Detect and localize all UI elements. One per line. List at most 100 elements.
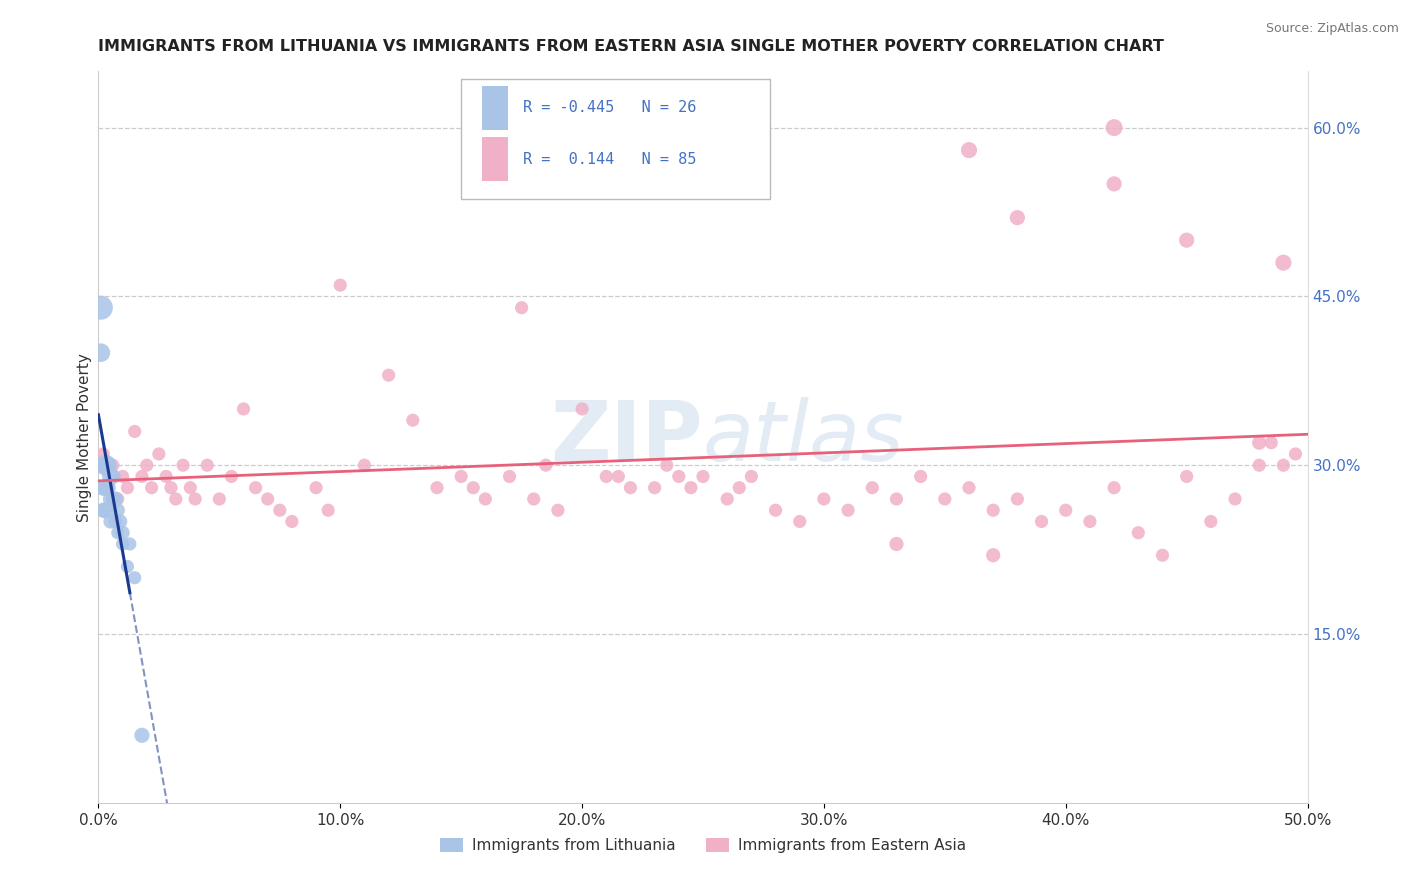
Point — [91, 458, 114, 473]
Point — [135, 458, 157, 473]
Point — [100, 469, 122, 483]
Point — [117, 481, 139, 495]
Point — [221, 469, 243, 483]
Point — [1078, 515, 1101, 529]
Point — [97, 481, 120, 495]
Point — [377, 368, 399, 383]
Point — [269, 503, 291, 517]
Point — [91, 447, 114, 461]
Point — [141, 481, 163, 495]
Point — [1223, 491, 1246, 506]
Point — [957, 481, 980, 495]
Point — [97, 458, 120, 473]
FancyBboxPatch shape — [461, 78, 769, 200]
Point — [104, 491, 127, 506]
Point — [1249, 435, 1271, 450]
Point — [91, 481, 114, 495]
Text: R = -0.445   N = 26: R = -0.445 N = 26 — [523, 101, 696, 115]
Point — [148, 447, 170, 461]
Point — [91, 503, 114, 517]
Point — [124, 571, 146, 585]
Point — [94, 503, 117, 517]
Point — [160, 481, 183, 495]
Point — [1272, 255, 1295, 269]
Point — [232, 401, 254, 416]
Point — [510, 301, 533, 315]
Point — [1007, 211, 1029, 225]
Point — [100, 491, 122, 506]
Point — [547, 503, 569, 517]
Point — [281, 515, 304, 529]
Point — [195, 458, 218, 473]
Point — [534, 458, 557, 473]
Point — [474, 491, 496, 506]
Point — [981, 503, 1004, 517]
Point — [1152, 548, 1174, 562]
Point — [1102, 177, 1125, 191]
Point — [107, 525, 129, 540]
Point — [179, 481, 201, 495]
Point — [910, 469, 932, 483]
Point — [934, 491, 956, 506]
Point — [208, 491, 231, 506]
Point — [94, 458, 117, 473]
Point — [837, 503, 859, 517]
Point — [1199, 515, 1222, 529]
Point — [165, 491, 187, 506]
Point — [740, 469, 762, 483]
Point — [1007, 491, 1029, 506]
Point — [94, 481, 117, 495]
Text: IMMIGRANTS FROM LITHUANIA VS IMMIGRANTS FROM EASTERN ASIA SINGLE MOTHER POVERTY : IMMIGRANTS FROM LITHUANIA VS IMMIGRANTS … — [98, 38, 1164, 54]
Point — [111, 537, 134, 551]
Point — [97, 481, 120, 495]
Point — [523, 491, 546, 506]
Point — [107, 503, 129, 517]
Point — [124, 425, 146, 439]
Point — [1128, 525, 1150, 540]
Point — [607, 469, 630, 483]
Point — [1249, 458, 1271, 473]
Point — [305, 481, 328, 495]
Point — [1272, 458, 1295, 473]
Point — [463, 481, 485, 495]
Point — [860, 481, 883, 495]
Point — [1031, 515, 1053, 529]
Point — [571, 401, 593, 416]
Point — [679, 481, 702, 495]
Point — [90, 345, 112, 359]
Point — [100, 515, 122, 529]
Bar — [482, 137, 509, 181]
Y-axis label: Single Mother Poverty: Single Mother Poverty — [77, 352, 91, 522]
Point — [111, 525, 134, 540]
Bar — [482, 86, 509, 130]
Point — [716, 491, 738, 506]
Point — [117, 559, 139, 574]
Point — [101, 491, 124, 506]
Point — [655, 458, 678, 473]
Point — [1175, 469, 1198, 483]
Point — [155, 469, 177, 483]
Point — [426, 481, 449, 495]
Point — [101, 458, 124, 473]
Text: R =  0.144   N = 85: R = 0.144 N = 85 — [523, 152, 696, 167]
Point — [1102, 481, 1125, 495]
Point — [329, 278, 352, 293]
Point — [256, 491, 278, 506]
Point — [118, 537, 141, 551]
Point — [1102, 120, 1125, 135]
Point — [450, 469, 472, 483]
Point — [353, 458, 375, 473]
Point — [131, 728, 153, 742]
Point — [1284, 447, 1306, 461]
Point — [1175, 233, 1198, 247]
Point — [957, 143, 980, 157]
Point — [981, 548, 1004, 562]
Text: ZIP: ZIP — [551, 397, 703, 477]
Point — [813, 491, 835, 506]
Point — [644, 481, 666, 495]
Point — [402, 413, 425, 427]
Point — [789, 515, 811, 529]
Point — [595, 469, 617, 483]
Point — [172, 458, 194, 473]
Point — [668, 469, 690, 483]
